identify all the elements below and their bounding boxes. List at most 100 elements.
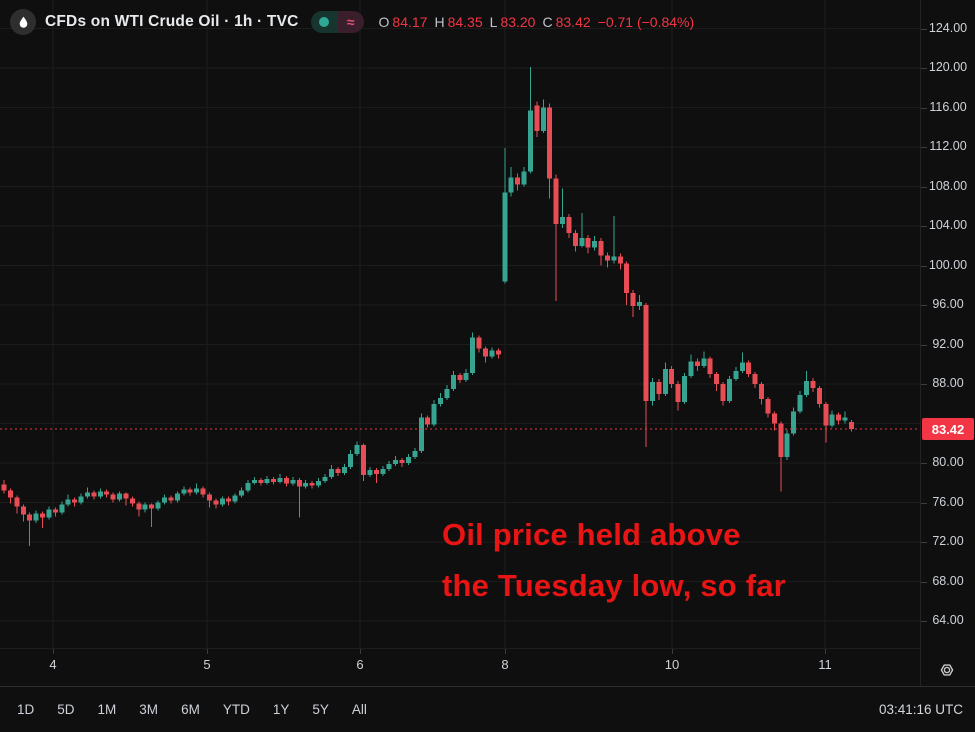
close-value: 83.42 [555,14,591,30]
price-tick-mark [921,147,927,148]
time-tick-label: 11 [818,657,832,672]
candle [84,492,90,497]
candle [65,499,71,505]
price-tick-label: 80.00 [932,455,964,469]
candle [463,373,469,381]
range-button-5y[interactable]: 5Y [312,702,329,717]
candlestick-chart[interactable] [0,0,920,648]
candle [251,479,257,483]
candle [213,500,219,505]
range-button-all[interactable]: All [351,702,367,717]
price-tick-label: 76.00 [932,494,964,509]
low-label: L [489,14,498,30]
candle [534,105,540,132]
time-tick-label: 8 [501,657,509,672]
range-button-ytd[interactable]: YTD [222,702,250,717]
candle [123,493,129,499]
price-tick-mark [921,265,927,267]
candle [592,240,598,248]
range-button-1m[interactable]: 1M [97,702,117,717]
candle [129,498,135,504]
status-dot-icon [310,11,338,33]
candle [707,358,713,375]
range-button-6m[interactable]: 6M [181,702,200,717]
symbol-title[interactable]: CFDs on WTI Crude Oil · 1h · TVC [45,13,299,30]
candle [579,237,585,246]
time-axis[interactable]: 4 5 6 8 10 11 [0,648,920,686]
candle [296,479,302,487]
candle [470,337,476,374]
candle [258,479,264,483]
time-tick-mark [505,649,506,654]
candle [335,468,341,473]
candle [701,358,707,367]
price-tick-mark [921,68,927,69]
candle [348,454,354,467]
change-value: −0.71 (−0.84%) [597,14,695,30]
candle [836,414,842,421]
high-value: 84.35 [447,14,483,30]
candle [527,110,533,172]
candle [226,498,232,502]
candle [508,177,514,193]
price-tick-label: 96.00 [932,297,964,311]
candle [168,497,174,501]
price-tick-label: 64.00 [932,613,964,627]
price-tick-label: 100.00 [928,257,968,272]
price-axis[interactable]: 83.42 124.00 120.00 116.00 112.00 108.00 104.… [920,0,975,686]
candle [521,171,527,185]
range-button-1d[interactable]: 1D [17,702,35,717]
candle [142,504,148,510]
open-label: O [378,14,390,30]
range-button-5d[interactable]: 5D [57,702,75,717]
time-tick-mark [53,649,54,654]
candle [630,293,636,306]
candle [502,192,508,282]
candle [457,375,463,381]
time-tick-label: 4 [49,657,57,672]
candle [438,397,444,404]
candle [412,451,418,458]
candle [110,494,116,500]
candle [829,414,835,426]
annotation-line-1: Oil price held above [442,517,741,552]
candle [791,411,797,434]
price-tick-label: 92.00 [932,336,964,351]
clock-timezone-button[interactable]: 03:41:16 UTC [878,702,963,717]
candle [720,384,726,401]
candle [643,305,649,401]
range-button-1y[interactable]: 1Y [272,702,290,717]
candle [418,417,424,452]
time-tick-mark [207,649,208,654]
price-tick-mark [921,384,927,385]
candle [59,504,65,513]
candle [117,493,123,500]
candle [181,489,187,494]
candle [804,381,809,395]
candle [399,460,405,463]
candle [373,469,379,474]
candle [714,374,720,384]
price-tick-mark [921,186,927,188]
settings-gear-icon[interactable] [936,659,958,681]
candle [444,388,450,398]
candle [155,502,161,509]
candle [726,379,732,401]
candle [739,362,745,372]
candle [328,468,334,477]
range-button-3m[interactable]: 3M [139,702,159,717]
candle [784,433,790,458]
candle [7,490,13,498]
candle [560,217,566,225]
candle [848,421,854,430]
candle [733,371,739,380]
candle [405,457,411,463]
low-value: 83.20 [500,14,536,30]
market-status-toggle[interactable]: ≈ [310,11,364,33]
candle [765,398,771,414]
candle [746,362,752,375]
candle [553,178,559,225]
price-tick-mark [921,28,927,30]
approx-data-icon: ≈ [337,11,364,33]
candle [97,491,103,497]
